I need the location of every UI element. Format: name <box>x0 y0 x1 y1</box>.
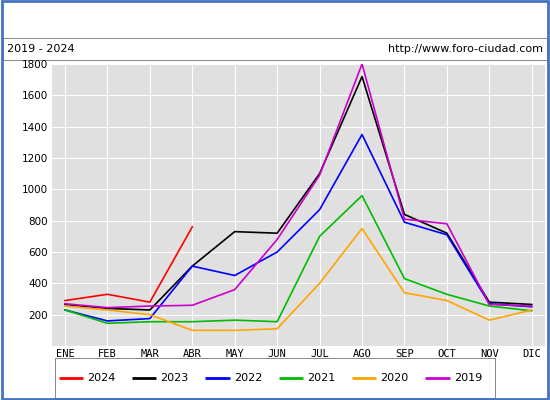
2019 <box>104 305 111 310</box>
Text: http://www.foro-ciudad.com: http://www.foro-ciudad.com <box>388 44 543 54</box>
Line: 2023: 2023 <box>65 76 532 310</box>
2021 <box>529 308 535 313</box>
2021 <box>62 308 68 312</box>
2020 <box>232 328 238 333</box>
2021 <box>146 319 153 324</box>
2020 <box>401 290 408 295</box>
2021 <box>274 319 280 324</box>
Text: 2019: 2019 <box>454 373 482 383</box>
Text: 2020: 2020 <box>381 373 409 383</box>
Text: 2021: 2021 <box>307 373 336 383</box>
2020 <box>189 328 196 333</box>
2023 <box>104 306 111 311</box>
2023 <box>401 212 408 217</box>
2024 <box>62 298 68 303</box>
2019 <box>274 237 280 242</box>
2019 <box>359 62 365 66</box>
2021 <box>486 304 493 308</box>
Line: 2024: 2024 <box>65 227 192 302</box>
Line: 2020: 2020 <box>65 228 532 330</box>
2021 <box>189 319 196 324</box>
2022 <box>401 220 408 225</box>
2020 <box>274 326 280 331</box>
Text: 2024: 2024 <box>87 373 116 383</box>
Text: 2023: 2023 <box>161 373 189 383</box>
2023 <box>232 229 238 234</box>
2023 <box>316 171 323 176</box>
2022 <box>486 301 493 306</box>
2019 <box>146 304 153 308</box>
2024 <box>146 300 153 304</box>
2019 <box>62 301 68 306</box>
2019 <box>189 303 196 308</box>
2020 <box>316 281 323 286</box>
2022 <box>232 273 238 278</box>
2020 <box>359 226 365 231</box>
2023 <box>189 264 196 268</box>
2021 <box>359 193 365 198</box>
2021 <box>232 318 238 322</box>
2023 <box>146 308 153 312</box>
Line: 2022: 2022 <box>65 134 532 321</box>
2022 <box>104 318 111 323</box>
2019 <box>486 302 493 307</box>
2024 <box>189 224 196 229</box>
2020 <box>529 308 535 312</box>
Text: 2022: 2022 <box>234 373 262 383</box>
2022 <box>444 232 450 237</box>
2020 <box>104 308 111 312</box>
2020 <box>62 304 68 308</box>
Line: 2021: 2021 <box>65 196 532 323</box>
2021 <box>401 276 408 281</box>
2023 <box>444 231 450 236</box>
2021 <box>444 292 450 297</box>
2019 <box>401 217 408 222</box>
Text: Evolucion Nº Turistas Extranjeros en el municipio de Valdés: Evolucion Nº Turistas Extranjeros en el … <box>69 12 481 26</box>
2020 <box>146 312 153 317</box>
2022 <box>274 250 280 254</box>
2023 <box>62 302 68 307</box>
2022 <box>529 304 535 309</box>
2020 <box>444 298 450 303</box>
2019 <box>232 287 238 292</box>
2021 <box>316 234 323 239</box>
Line: 2019: 2019 <box>65 64 532 308</box>
2022 <box>359 132 365 137</box>
2019 <box>316 173 323 178</box>
2020 <box>486 318 493 322</box>
2019 <box>529 304 535 308</box>
Text: 2019 - 2024: 2019 - 2024 <box>7 44 75 54</box>
2022 <box>62 308 68 312</box>
2023 <box>529 302 535 307</box>
2022 <box>146 316 153 321</box>
2022 <box>189 264 196 268</box>
2023 <box>486 300 493 304</box>
2024 <box>104 292 111 297</box>
2023 <box>274 231 280 236</box>
2019 <box>444 222 450 226</box>
2021 <box>104 321 111 326</box>
2023 <box>359 74 365 79</box>
2022 <box>316 207 323 212</box>
